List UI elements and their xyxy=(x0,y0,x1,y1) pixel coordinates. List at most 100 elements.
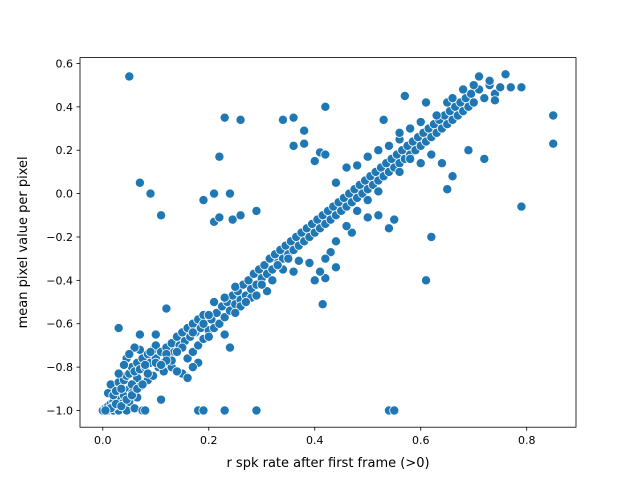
data-point xyxy=(330,236,341,247)
data-point xyxy=(352,205,363,216)
data-point xyxy=(272,260,283,271)
data-point xyxy=(134,177,145,188)
data-point xyxy=(198,318,209,329)
data-point xyxy=(140,405,151,416)
data-point xyxy=(219,329,230,340)
data-point xyxy=(500,69,511,80)
data-point xyxy=(320,273,331,284)
data-point xyxy=(156,359,167,370)
data-point xyxy=(187,362,198,373)
data-point xyxy=(227,214,238,225)
data-point xyxy=(442,184,453,195)
data-point xyxy=(230,281,241,292)
data-point xyxy=(156,394,167,405)
data-point xyxy=(330,177,341,188)
data-point xyxy=(436,158,447,169)
data-point xyxy=(235,210,246,221)
data-point xyxy=(150,329,161,340)
data-point xyxy=(362,212,373,223)
data-point xyxy=(399,90,410,101)
data-point xyxy=(309,156,320,167)
data-point xyxy=(421,97,432,108)
data-point xyxy=(209,297,220,308)
data-point xyxy=(116,401,127,412)
x-tick-label: 0.8 xyxy=(518,434,536,447)
data-point xyxy=(156,210,167,221)
x-tick-label: 0.2 xyxy=(200,434,218,447)
data-point xyxy=(283,253,294,264)
data-point xyxy=(516,201,527,212)
data-point xyxy=(309,275,320,286)
data-point xyxy=(288,266,299,277)
data-point xyxy=(293,255,304,266)
data-point xyxy=(142,368,153,379)
data-point xyxy=(447,93,458,104)
data-point xyxy=(405,123,416,134)
data-point xyxy=(235,114,246,125)
data-point xyxy=(219,405,230,416)
data-point xyxy=(495,82,506,93)
x-tick-label: 0.6 xyxy=(412,434,430,447)
data-point xyxy=(421,275,432,286)
data-point xyxy=(187,327,198,338)
x-axis-label: r spk rate after first frame (>0) xyxy=(226,456,429,471)
data-point xyxy=(198,195,209,206)
data-point xyxy=(299,125,310,136)
data-point xyxy=(100,405,111,416)
data-point xyxy=(262,286,273,297)
data-point xyxy=(203,331,214,342)
data-point xyxy=(145,188,156,199)
data-point xyxy=(325,247,336,258)
data-point xyxy=(352,160,363,171)
data-point xyxy=(171,346,182,357)
y-axis-ticks: −1.0 −0.8 −0.6 −0.4 −0.2 0.0 0.2 0.4 0.6 xyxy=(46,57,80,417)
data-point xyxy=(317,299,328,310)
y-tick-label: 0.4 xyxy=(56,101,74,114)
data-point xyxy=(516,82,527,93)
data-point xyxy=(145,346,156,357)
data-point xyxy=(251,405,262,416)
data-point xyxy=(389,214,400,225)
data-point xyxy=(463,145,474,156)
data-point xyxy=(124,349,135,360)
data-point xyxy=(474,71,485,82)
y-tick-label: −0.8 xyxy=(46,361,73,374)
axes-frame xyxy=(79,57,577,428)
x-axis-ticks: 0.0 0.2 0.4 0.6 0.8 xyxy=(94,427,535,447)
data-point xyxy=(171,366,182,377)
data-point xyxy=(113,323,124,334)
data-point xyxy=(389,405,400,416)
data-point xyxy=(346,227,357,238)
data-point xyxy=(373,186,384,197)
data-point xyxy=(118,359,129,370)
data-point xyxy=(426,231,437,242)
data-point xyxy=(299,138,310,149)
data-point xyxy=(320,101,331,112)
y-tick-label: −0.4 xyxy=(46,274,73,287)
data-point xyxy=(240,297,251,308)
data-point xyxy=(447,171,458,182)
data-point xyxy=(431,110,442,121)
data-point xyxy=(129,342,140,353)
data-point xyxy=(251,205,262,216)
data-point xyxy=(468,80,479,91)
data-point xyxy=(224,188,235,199)
data-point xyxy=(341,221,352,232)
data-point xyxy=(203,310,214,321)
data-point xyxy=(405,153,416,164)
data-point xyxy=(341,162,352,173)
data-point xyxy=(373,145,384,156)
data-point xyxy=(362,195,373,206)
x-tick-label: 0.4 xyxy=(306,434,324,447)
data-point xyxy=(277,114,288,125)
data-point xyxy=(288,112,299,123)
data-point xyxy=(214,212,225,223)
data-point xyxy=(415,158,426,169)
data-point xyxy=(330,262,341,273)
scatter-points xyxy=(97,69,559,416)
data-point xyxy=(548,138,559,149)
data-point xyxy=(182,372,193,383)
data-point xyxy=(458,84,469,95)
data-point xyxy=(378,114,389,125)
